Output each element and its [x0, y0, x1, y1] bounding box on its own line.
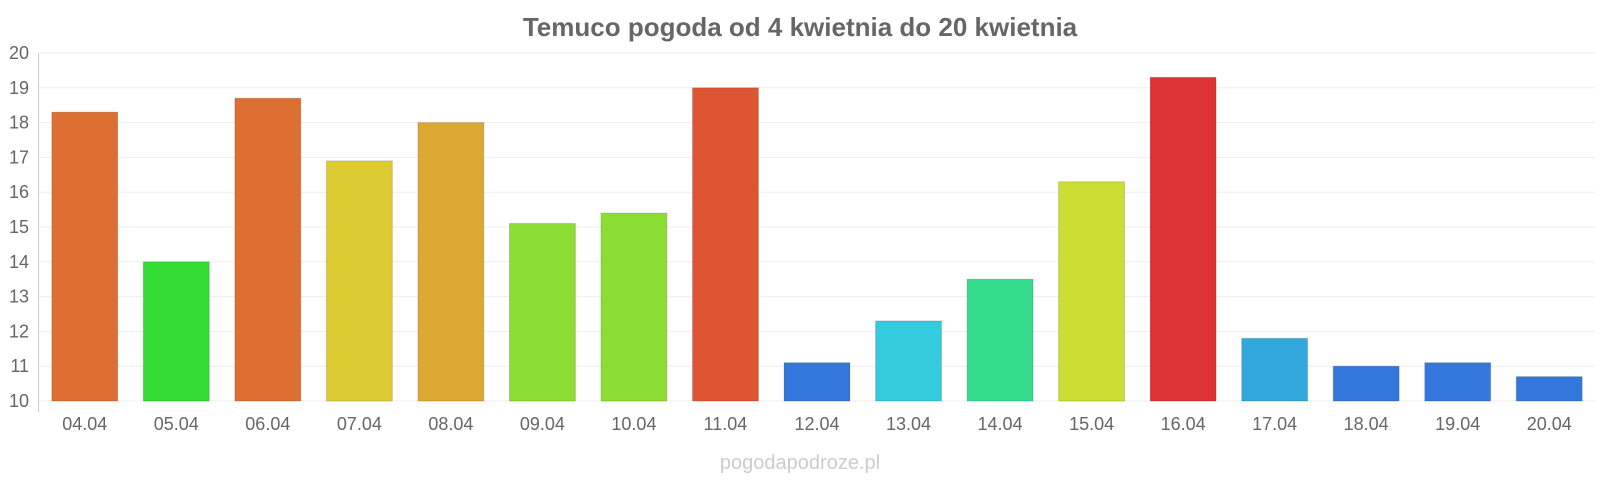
bar-17.04 — [1241, 337, 1309, 402]
x-tick-label: 16.04 — [1161, 414, 1206, 434]
x-tick-label: 04.04 — [62, 414, 107, 434]
bar-13.04 — [875, 320, 942, 402]
x-tick-label: 05.04 — [154, 414, 199, 434]
bar-19.04 — [1424, 362, 1492, 402]
y-tick-label: 11 — [10, 356, 29, 376]
y-tick-label: 18 — [9, 113, 29, 133]
bar-16.04 — [1149, 76, 1217, 402]
y-tick-label: 10 — [9, 391, 29, 411]
x-tick-label: 13.04 — [886, 414, 931, 434]
x-tick-label: 17.04 — [1252, 414, 1297, 434]
x-tick-label: 18.04 — [1344, 414, 1389, 434]
x-tick-label: 08.04 — [428, 414, 473, 434]
bar-11.04 — [692, 87, 759, 402]
y-tick-label: 19 — [9, 78, 29, 98]
x-tick-label: 09.04 — [520, 414, 565, 434]
bars — [51, 76, 1583, 402]
bar-18.04 — [1332, 365, 1400, 402]
watermark: pogodapodroze.pl — [720, 452, 880, 474]
y-axis-ticks: 10 11 12 13 14 15 16 17 18 19 20 — [9, 43, 29, 411]
bar-09.04 — [508, 223, 576, 402]
bar-07.04 — [325, 160, 393, 402]
y-tick-label: 16 — [9, 182, 29, 202]
x-tick-label: 19.04 — [1435, 414, 1480, 434]
bar-10.04 — [600, 212, 668, 402]
y-tick-label: 12 — [9, 321, 29, 341]
bar-06.04 — [234, 97, 302, 402]
x-tick-label: 20.04 — [1527, 414, 1572, 434]
bar-15.04 — [1058, 181, 1126, 402]
x-tick-label: 06.04 — [245, 414, 290, 434]
x-tick-label: 14.04 — [978, 414, 1023, 434]
y-tick-label: 13 — [9, 287, 29, 307]
x-axis-ticks: 04.04 05.04 06.04 07.04 08.04 09.04 10.04 11.04… — [62, 414, 1572, 434]
x-tick-label: 12.04 — [794, 414, 839, 434]
x-tick-label: 07.04 — [337, 414, 382, 434]
y-tick-label: 14 — [9, 252, 29, 272]
x-tick-label: 10.04 — [611, 414, 656, 434]
bar-20.04 — [1515, 376, 1583, 402]
y-tick-label: 17 — [9, 147, 29, 167]
bar-08.04 — [417, 122, 485, 402]
y-tick-label: 20 — [9, 43, 29, 63]
bar-05.04 — [142, 261, 210, 402]
x-tick-label: 11.04 — [704, 414, 748, 434]
x-tick-label: 15.04 — [1069, 414, 1114, 434]
chart-title: Temuco pogoda od 4 kwietnia do 20 kwietn… — [523, 12, 1078, 42]
y-tick-label: 15 — [9, 217, 29, 237]
bar-14.04 — [966, 278, 1034, 402]
bar-04.04 — [51, 111, 119, 402]
bar-12.04 — [783, 362, 851, 402]
